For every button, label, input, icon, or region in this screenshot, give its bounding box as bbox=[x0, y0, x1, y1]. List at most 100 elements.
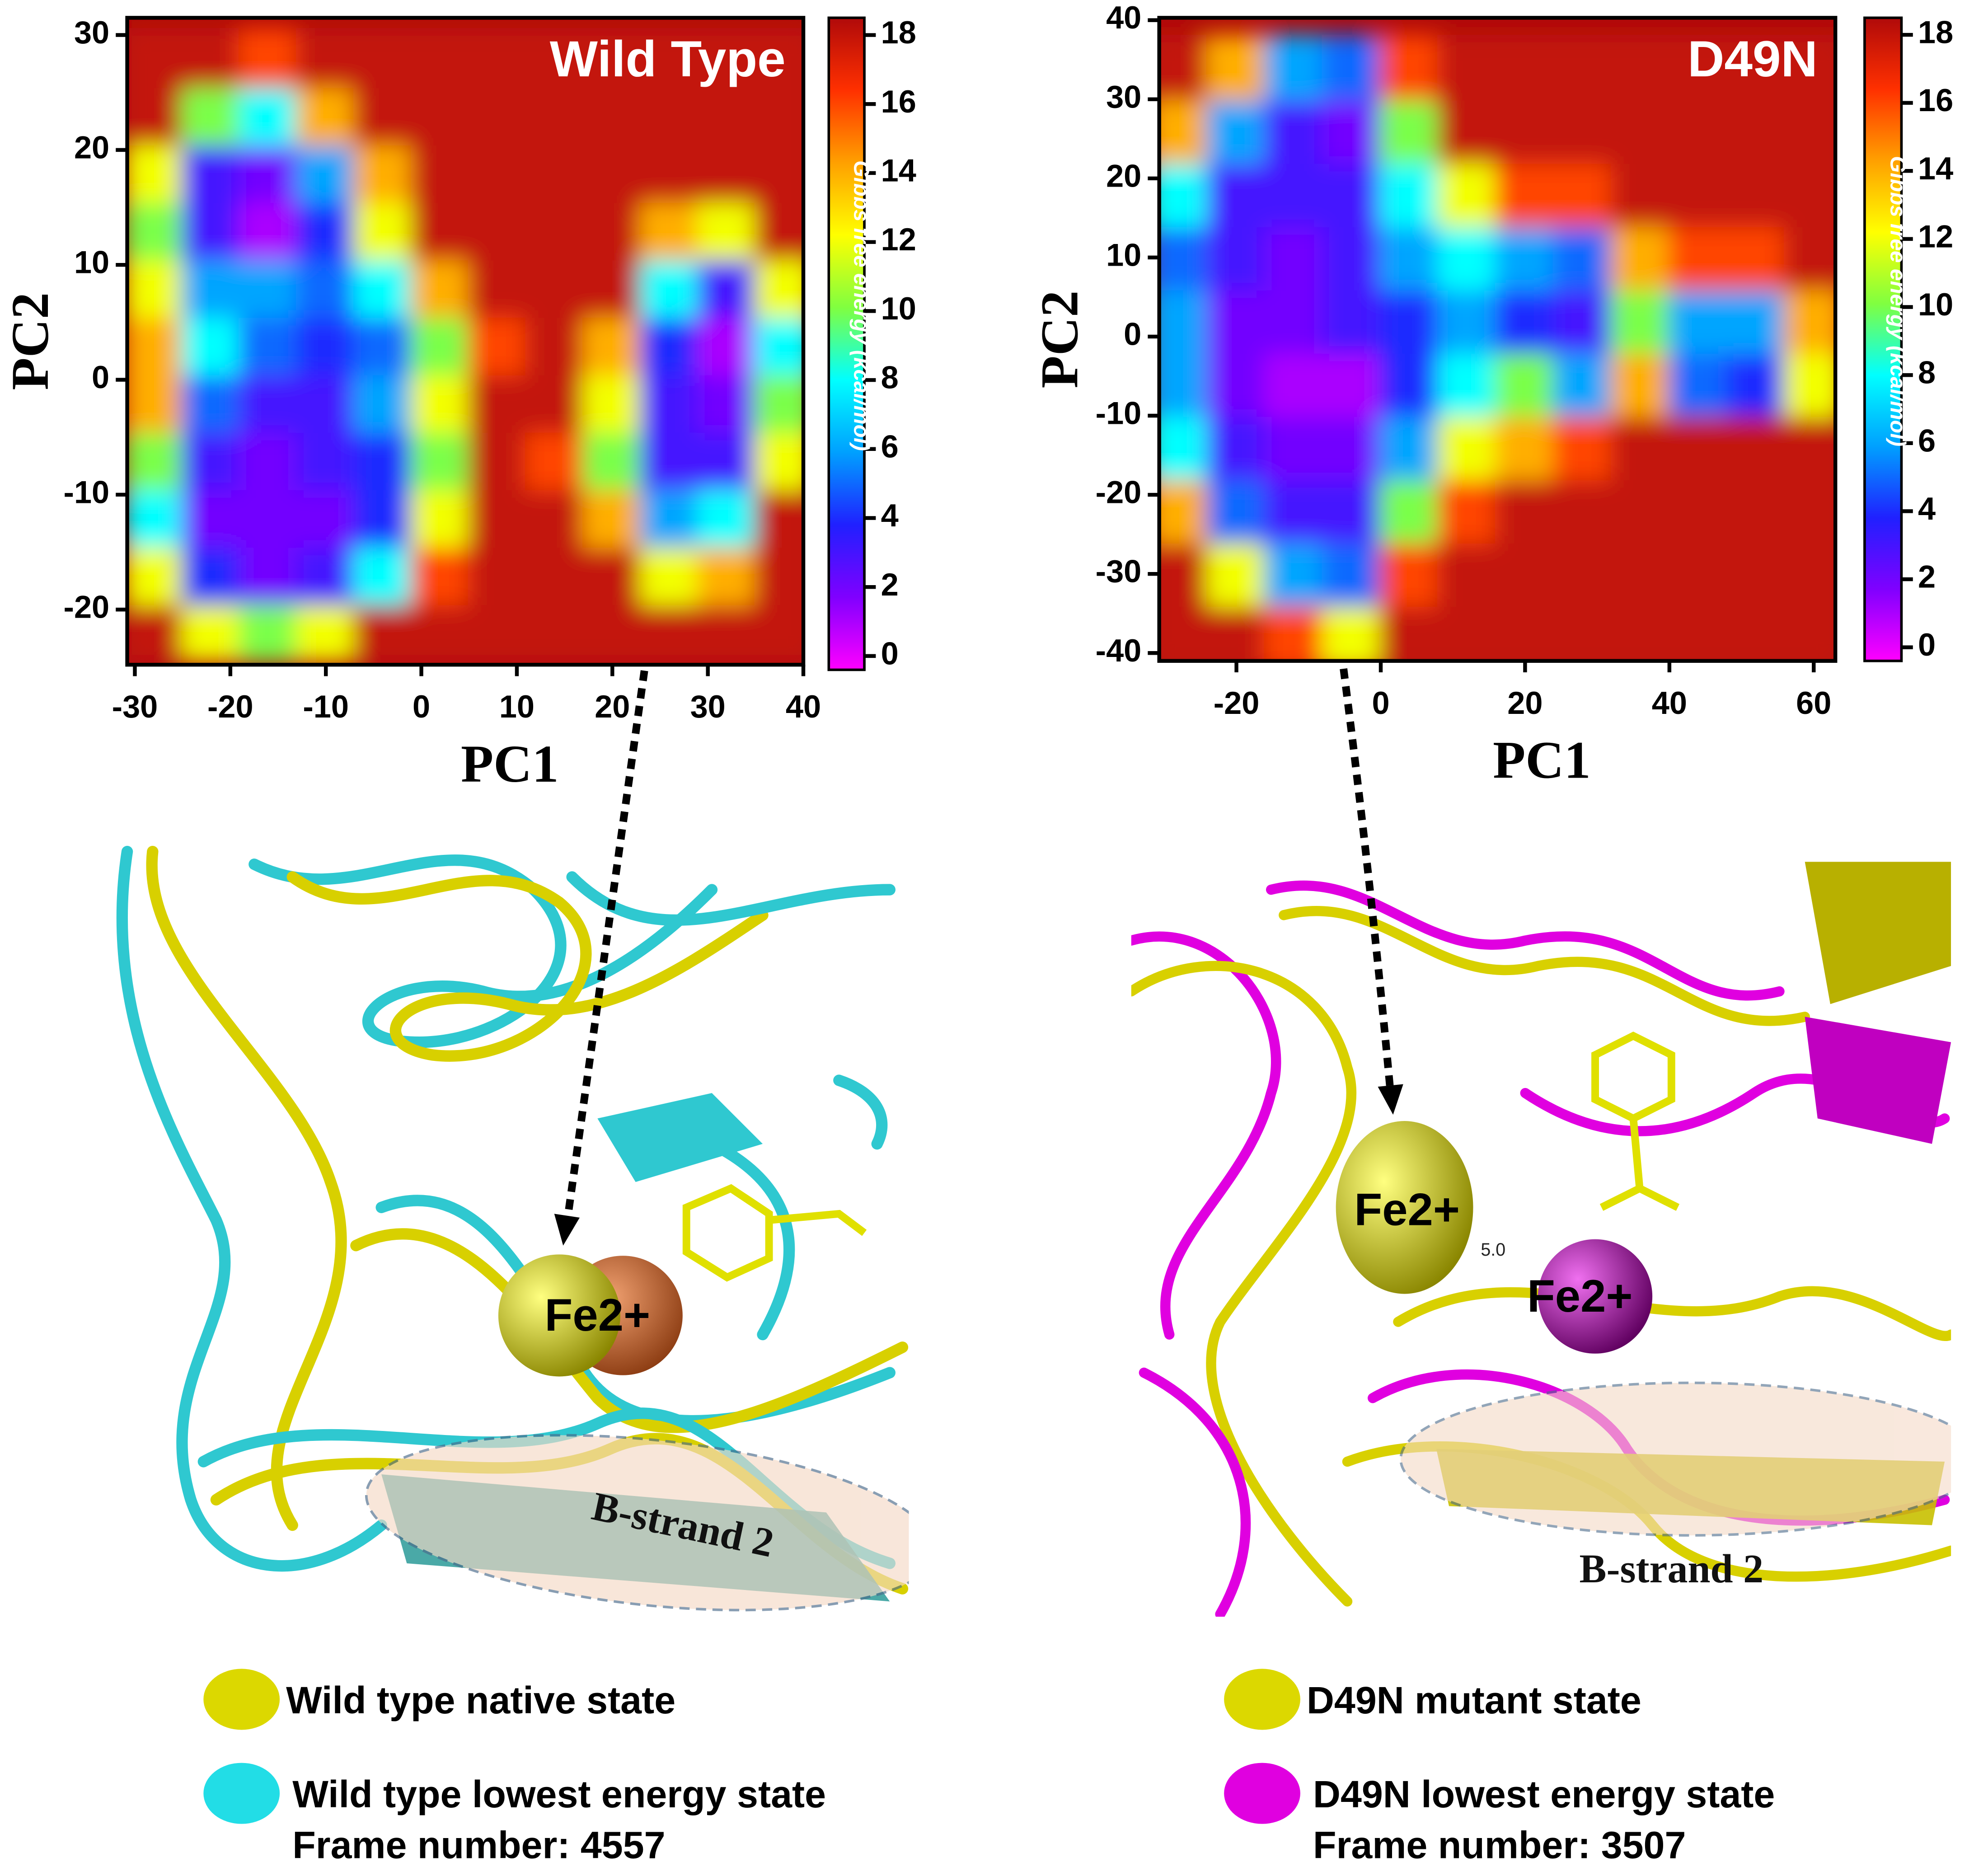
heatmap-cell bbox=[181, 28, 241, 88]
x-tick-label: -30 bbox=[112, 689, 158, 724]
heatmap-cell bbox=[181, 488, 241, 548]
heatmap-cell bbox=[1159, 478, 1209, 544]
heatmap-cell bbox=[1379, 541, 1440, 607]
heatmap-cell bbox=[353, 430, 413, 490]
heatmap-cell bbox=[1783, 225, 1836, 291]
heatmap-cell bbox=[1206, 34, 1267, 101]
heatmap-cell bbox=[1206, 604, 1267, 661]
heatmap-cell bbox=[1206, 478, 1267, 544]
colorbar-tick-label: 10 bbox=[881, 291, 916, 326]
chart: -20 0 20 40 60-40-30-20-10010203040PC1PC2D49… bbox=[1030, 0, 1954, 790]
heatmap-cell bbox=[639, 28, 700, 88]
heatmap-cell bbox=[525, 28, 585, 88]
heatmap-cell bbox=[295, 85, 356, 145]
heatmap-cell bbox=[1783, 161, 1836, 227]
y-tick-label: -20 bbox=[64, 589, 110, 625]
heatmap-cell bbox=[295, 258, 356, 318]
heatmap-cell bbox=[239, 258, 299, 318]
heatmap-cell bbox=[239, 200, 299, 261]
heatmap-cell bbox=[1264, 604, 1325, 661]
heatmap-cell bbox=[1725, 225, 1786, 291]
ion-label: Fe2+ bbox=[1527, 1271, 1633, 1322]
heatmap-cell bbox=[1379, 604, 1440, 661]
heatmap-cell bbox=[1322, 98, 1382, 164]
heatmap-cell bbox=[1783, 351, 1836, 417]
heatmap-cell bbox=[1552, 478, 1613, 544]
heatmap-cell bbox=[1159, 225, 1209, 291]
colorbar-tick-label: 0 bbox=[1918, 627, 1936, 662]
heatmap-cell bbox=[295, 200, 356, 261]
heatmap-cell bbox=[525, 430, 585, 490]
heatmap-cell bbox=[410, 430, 471, 490]
heatmap-cell bbox=[639, 602, 700, 663]
heatmap-cell bbox=[1322, 604, 1382, 661]
heatmap-cell bbox=[697, 602, 757, 663]
heatmap-cell bbox=[1552, 541, 1613, 607]
heatmap-cell bbox=[754, 315, 804, 375]
heatmap-cell bbox=[1552, 98, 1613, 164]
x-tick-label: 40 bbox=[1652, 685, 1687, 721]
heatmap-cell bbox=[639, 143, 700, 203]
heatmap-cell bbox=[1552, 351, 1613, 417]
heatmap-cell bbox=[239, 545, 299, 605]
heatmap-cell bbox=[1668, 98, 1729, 164]
heatmap-cell bbox=[582, 488, 642, 548]
colorbar-tick-label: 8 bbox=[881, 360, 899, 395]
heatmap-cell bbox=[525, 258, 585, 318]
heatmap-cell bbox=[468, 372, 528, 433]
heatmap-cell bbox=[525, 143, 585, 203]
heatmap-cell bbox=[1783, 604, 1836, 661]
heatmap-cell bbox=[1264, 478, 1325, 544]
y-tick-label: -10 bbox=[64, 474, 110, 510]
x-axis-label: PC1 bbox=[1493, 731, 1591, 790]
heatmap-cell bbox=[1437, 161, 1498, 227]
colorbar-tick-label: 4 bbox=[1918, 491, 1936, 526]
y-tick-label: 20 bbox=[1106, 158, 1141, 193]
heatmap-cell bbox=[525, 602, 585, 663]
colorbar-tick-label: 16 bbox=[1918, 82, 1953, 118]
heatmap-cell bbox=[353, 488, 413, 548]
heatmap-cell bbox=[525, 372, 585, 433]
colorbar-tick-label: 18 bbox=[881, 14, 916, 50]
heatmap-cell bbox=[1668, 351, 1729, 417]
heatmap-cell bbox=[754, 430, 804, 490]
colorbar-label: Gibbs free energy (kcal/mol) bbox=[849, 160, 873, 451]
heatmap-cell bbox=[1495, 161, 1556, 227]
heatmap-cell bbox=[239, 85, 299, 145]
heatmap-cell bbox=[1379, 478, 1440, 544]
heatmap-cell bbox=[697, 258, 757, 318]
heatmap-cell bbox=[582, 28, 642, 88]
heatmap-cell bbox=[410, 28, 471, 88]
colorbar bbox=[1863, 16, 1903, 662]
heatmap-cell bbox=[1668, 414, 1729, 480]
heatmap-cell bbox=[697, 315, 757, 375]
heatmap-cell bbox=[1159, 414, 1209, 480]
heatmap-cell bbox=[295, 430, 356, 490]
heatmap-cell bbox=[525, 488, 585, 548]
colorbar-tick-label: 14 bbox=[881, 153, 916, 188]
heatmap-cell bbox=[1552, 288, 1613, 354]
heatmap-cells bbox=[127, 28, 804, 663]
legend-label: Frame number: 4557 bbox=[292, 1824, 665, 1862]
heatmap-cell bbox=[1495, 288, 1556, 354]
legend-label: D49N mutant state bbox=[1307, 1679, 1641, 1721]
panel-title: D49N bbox=[1688, 30, 1818, 87]
heatmap-cell bbox=[1322, 414, 1382, 480]
heatmap-cell bbox=[1725, 478, 1786, 544]
heatmap-cell bbox=[1495, 34, 1556, 101]
y-tick-label: -20 bbox=[1096, 474, 1142, 510]
heatmap-cell bbox=[468, 143, 528, 203]
heatmap-cell bbox=[1264, 414, 1325, 480]
heatmap-cell bbox=[1668, 225, 1729, 291]
heatmap-cell bbox=[582, 372, 642, 433]
heatmap-cell bbox=[1783, 414, 1836, 480]
heatmap-cell bbox=[353, 143, 413, 203]
heatmap-cell bbox=[1206, 351, 1267, 417]
heatmap-cell bbox=[1322, 541, 1382, 607]
heatmap-cell bbox=[468, 488, 528, 548]
heatmap-cell bbox=[582, 85, 642, 145]
heatmap-cell bbox=[181, 315, 241, 375]
heatmap-cell bbox=[1437, 34, 1498, 101]
